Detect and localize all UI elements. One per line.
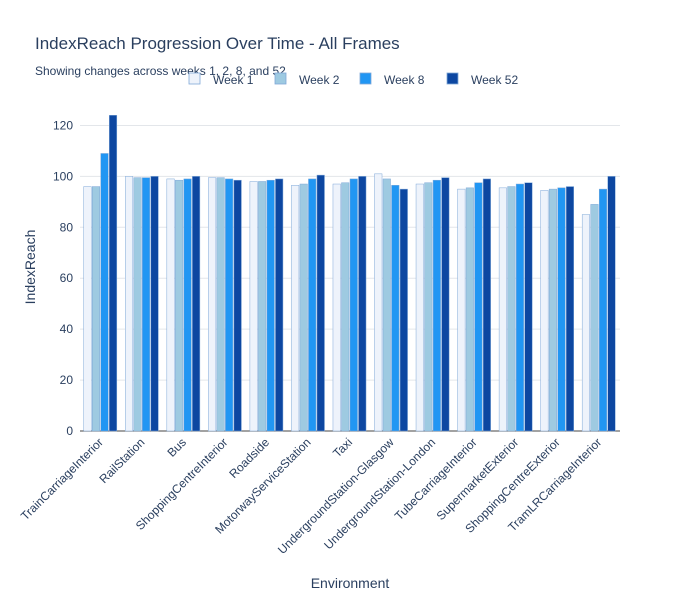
y-tick-label: 40 — [60, 322, 74, 336]
legend-swatch — [359, 72, 372, 85]
y-axis-title: IndexReach — [22, 230, 38, 305]
bar[interactable]: Week 1: 85 — [581, 214, 590, 432]
bar[interactable]: Week 1: 98 — [249, 181, 258, 432]
x-axis-title: Environment — [311, 575, 390, 591]
bar[interactable]: Week 2: 97 — [299, 183, 308, 432]
x-tick-label: TrainCarriageInterior — [18, 435, 106, 523]
bar[interactable]: Week 8: 99 — [183, 178, 192, 432]
bar[interactable]: Week 52: 99.5 — [441, 177, 450, 432]
bar-layer: Week 1: 96Week 2: 96Week 8: 109Week 52: … — [83, 115, 616, 432]
bar[interactable]: Week 2: 97.5 — [341, 182, 350, 432]
bar[interactable]: Week 2: 99 — [382, 178, 391, 432]
bar[interactable]: Week 1: 97 — [415, 183, 424, 432]
y-tick-label: 80 — [60, 220, 74, 234]
x-tick-label: RailStation — [96, 435, 147, 486]
legend-swatch — [188, 72, 201, 85]
bar[interactable]: Week 8: 95 — [598, 188, 607, 432]
bar[interactable]: Week 2: 89 — [590, 204, 599, 432]
bar[interactable]: Week 1: 100 — [125, 176, 134, 432]
bar[interactable]: Week 2: 97.5 — [424, 182, 433, 432]
bar[interactable]: Week 2: 98 — [258, 181, 267, 432]
bar[interactable]: Week 2: 99.5 — [216, 177, 225, 432]
legend-item[interactable]: Week 1 — [188, 72, 254, 87]
bar[interactable]: Week 2: 95 — [548, 188, 557, 432]
bar[interactable]: Week 2: 95.5 — [465, 187, 474, 432]
y-tick-label: 100 — [53, 169, 73, 183]
bar[interactable]: Week 52: 98.5 — [233, 179, 242, 432]
bar[interactable]: Week 2: 98.5 — [175, 179, 184, 432]
bar[interactable]: Week 8: 96.5 — [391, 185, 400, 432]
y-tick-label: 0 — [66, 424, 73, 438]
bar[interactable]: Week 8: 97 — [515, 183, 524, 432]
bar[interactable]: Week 2: 96 — [92, 186, 101, 432]
bar[interactable]: Week 52: 96 — [565, 186, 574, 432]
bar[interactable]: Week 52: 99 — [275, 178, 284, 432]
legend-swatch — [446, 72, 459, 85]
bar[interactable]: Week 52: 99 — [482, 178, 491, 432]
x-tick-label: Bus — [164, 435, 189, 460]
bar[interactable]: Week 1: 99 — [166, 178, 175, 432]
legend-label: Week 2 — [299, 73, 340, 87]
bar[interactable]: Week 52: 100 — [150, 176, 159, 432]
bar[interactable]: Week 52: 100 — [192, 176, 201, 432]
bar[interactable]: Week 52: 97.5 — [524, 182, 533, 432]
bar[interactable]: Week 8: 99 — [225, 178, 234, 432]
bar[interactable]: Week 1: 101 — [374, 173, 383, 432]
y-tick-label: 120 — [53, 118, 73, 132]
bar[interactable]: Week 1: 97 — [332, 183, 341, 432]
legend-label: Week 52 — [471, 73, 518, 87]
bar[interactable]: Week 8: 99 — [308, 178, 317, 432]
bar[interactable]: Week 52: 124 — [109, 115, 118, 432]
chart-subtitle: Showing changes across weeks 1, 2, 8, an… — [35, 64, 286, 78]
bar[interactable]: Week 8: 98.5 — [266, 179, 275, 432]
bar[interactable]: Week 1: 96 — [83, 186, 92, 432]
legend-swatch — [274, 72, 287, 85]
legend-item[interactable]: Week 52 — [446, 72, 518, 87]
legend[interactable]: Week 1 Week 2 Week 8 Week 52 — [188, 72, 518, 87]
bar[interactable]: Week 52: 100 — [358, 176, 367, 432]
bar[interactable]: Week 2: 99.5 — [133, 177, 142, 432]
bar[interactable]: Week 1: 96.5 — [291, 185, 300, 432]
bar[interactable]: Week 52: 100 — [607, 176, 616, 432]
x-tick-label: Taxi — [330, 435, 355, 460]
bar[interactable]: Week 52: 95 — [399, 188, 408, 432]
y-tick-label: 60 — [60, 271, 74, 285]
legend-label: Week 8 — [384, 73, 425, 87]
bar[interactable]: Week 8: 98.5 — [432, 179, 441, 432]
legend-item[interactable]: Week 2 — [274, 72, 340, 87]
legend-label: Week 1 — [213, 73, 254, 87]
bar[interactable]: Week 1: 95.5 — [498, 187, 507, 432]
bar[interactable]: Week 8: 99 — [349, 178, 358, 432]
chart-title: IndexReach Progression Over Time - All F… — [35, 34, 400, 53]
bar[interactable]: Week 8: 95.5 — [557, 187, 566, 432]
bar[interactable]: Week 8: 99.5 — [142, 177, 151, 432]
bar[interactable]: Week 8: 109 — [100, 153, 109, 432]
legend-item[interactable]: Week 8 — [359, 72, 425, 87]
bar[interactable]: Week 8: 97.5 — [474, 182, 483, 432]
bar[interactable]: Week 2: 96 — [507, 186, 516, 432]
y-tick-label: 20 — [60, 373, 74, 387]
bar[interactable]: Week 1: 99.5 — [208, 177, 217, 432]
bar[interactable]: Week 1: 94.5 — [540, 190, 549, 432]
bar[interactable]: Week 52: 100.5 — [316, 174, 325, 432]
bar[interactable]: Week 1: 95 — [457, 188, 466, 432]
